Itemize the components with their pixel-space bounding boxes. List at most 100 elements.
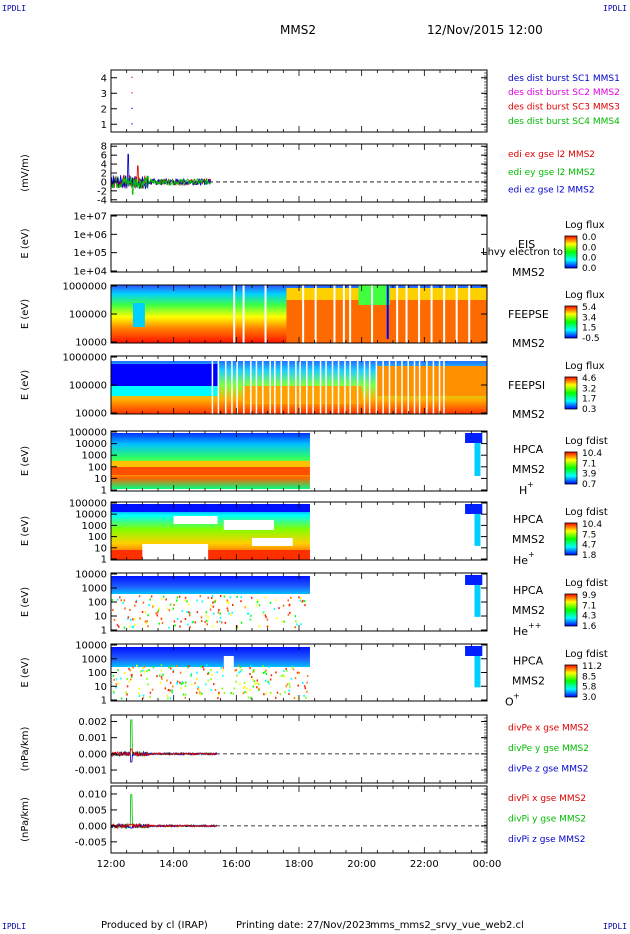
data-gap-feepsi xyxy=(262,356,264,414)
corner-label-tl: IPDLI xyxy=(2,4,27,13)
spectrogram-speckle-hpca_hepp xyxy=(165,598,167,601)
spectrogram-speckle-hpca_hepp xyxy=(213,600,216,603)
y-tick-label-eis: 1e+05 xyxy=(73,248,107,259)
spectrogram-speckle-hpca_o xyxy=(250,696,252,699)
spectrogram-speckle-hpca_hepp xyxy=(147,625,149,628)
spectrogram-speckle-hpca_hepp xyxy=(303,600,306,603)
spectrogram-late-hpca_hepp xyxy=(474,585,481,617)
spectrogram-speckle-hpca_o xyxy=(143,665,146,668)
colorbar-value-eis: 0.0 xyxy=(582,233,597,243)
spectrogram-speckle-hpca_o xyxy=(142,697,145,700)
spectrogram-speckle-hpca_o xyxy=(152,666,155,669)
spectrogram-speckle-hpca_o xyxy=(158,674,161,677)
spectrogram-speckle-hpca_hepp xyxy=(229,596,232,599)
spectrogram-speckle-hpca_o xyxy=(169,681,172,684)
y-tick-label-divpi: -0.005 xyxy=(75,837,107,848)
colorbar-title-hpca_hepp: Log fdist xyxy=(565,578,608,589)
spectrogram-speckle-hpca_hepp xyxy=(249,618,251,621)
spectrogram-speckle-hpca_o xyxy=(216,671,219,674)
spectrogram-speckle-hpca_o xyxy=(283,669,285,672)
spectrogram-speckle-hpca_o xyxy=(169,697,172,700)
spectrogram-speckle-hpca_hepp xyxy=(124,607,126,610)
data-gap-hpca_he xyxy=(223,520,274,530)
spectrogram-speckle-hpca_o xyxy=(218,691,220,694)
instrument-label-hpca_he: HPCA xyxy=(513,513,544,526)
spectrogram-speckle-hpca_o xyxy=(176,680,179,683)
spectrogram-speckle-hpca_hepp xyxy=(218,608,220,611)
spectrogram-speckle-hpca_hepp xyxy=(231,611,233,614)
spectrogram-speckle-hpca_o xyxy=(249,689,252,692)
spectrogram-speckle-hpca_hepp xyxy=(289,611,291,614)
y-tick-label-hpca_he: 100 xyxy=(88,532,107,543)
spectrogram-speckle-hpca_o xyxy=(172,670,175,673)
spectrogram-speckle-hpca_hepp xyxy=(283,620,285,623)
y-tick-label-hpca_he: 10 xyxy=(94,543,107,554)
legend-entry-burst: des dist burst SC2 MMS2 xyxy=(508,88,620,98)
data-gap-feepsi xyxy=(211,356,214,414)
species-label-hpca_he: He xyxy=(513,554,528,567)
spectrogram-speckle-hpca_o xyxy=(243,685,246,688)
colorbar-title-hpca_he: Log fdist xyxy=(565,507,608,518)
y-tick-label-hpca_o: 10 xyxy=(94,682,107,693)
spectrogram-speckle-hpca_o xyxy=(297,684,299,687)
spectrogram-speckle-hpca_hepp xyxy=(240,600,242,603)
spectrogram-speckle-hpca_o xyxy=(267,680,269,683)
spectrogram-speckle-hpca_hepp xyxy=(131,626,134,629)
spectrogram-speckle-hpca_hepp xyxy=(161,622,164,625)
spectrogram-speckle-hpca_o xyxy=(306,690,308,693)
spectrogram-speckle-hpca_hepp xyxy=(135,600,137,603)
species-label-hpca_hepp: He xyxy=(513,625,528,638)
data-gap-feepsi xyxy=(236,356,238,414)
spectrogram-speckle-hpca_o xyxy=(280,674,283,677)
instrument-label-hpca_o: HPCA xyxy=(513,655,544,668)
spectrogram-speckle-hpca_hepp xyxy=(184,596,187,599)
spectrogram-speckle-hpca_o xyxy=(257,683,260,686)
data-gap-feepse xyxy=(333,285,336,343)
y-tick-label-divpe: -0.001 xyxy=(75,766,107,777)
spectrogram-late-hpca_h xyxy=(474,443,481,476)
spectrogram-speckle-hpca_o xyxy=(297,696,299,699)
burst-point xyxy=(131,107,133,109)
spectrogram-late-hpca_he xyxy=(465,504,483,514)
spectrogram-speckle-hpca_hepp xyxy=(225,600,228,603)
spectrogram-speckle-hpca_o xyxy=(236,674,238,677)
spectrogram-speckle-hpca_hepp xyxy=(158,607,160,610)
spectrogram-speckle-hpca_hepp xyxy=(275,617,278,620)
spectrogram-speckle-hpca_hepp xyxy=(258,625,260,628)
spectrogram-speckle-hpca_o xyxy=(235,669,238,672)
spectrogram-speckle-hpca_hepp xyxy=(184,617,187,620)
spectrogram-speckle-hpca_o xyxy=(285,685,288,688)
y-axis-title-hpca_hepp: E (eV) xyxy=(20,587,31,617)
spectrogram-speckle-hpca_hepp xyxy=(205,614,208,617)
data-gap-feepse xyxy=(418,285,421,343)
data-gap-feepse xyxy=(468,285,471,343)
spectrogram-speckle-hpca_o xyxy=(205,664,208,667)
data-gap-feepsi xyxy=(337,356,340,414)
spectrogram-speckle-hpca_hepp xyxy=(212,605,215,608)
spectrogram-speckle-hpca_o xyxy=(303,694,305,697)
spectrogram-speckle-hpca_o xyxy=(258,687,260,690)
spectrogram-speckle-hpca_o xyxy=(120,697,123,700)
data-gap-feepsi xyxy=(299,356,301,414)
colorbar-hpca_o xyxy=(564,664,578,698)
spectrogram-speckle-hpca_hepp xyxy=(144,620,147,623)
data-gap-feepsi xyxy=(217,356,220,414)
spectrogram-speckle-hpca_o xyxy=(149,691,152,694)
data-gap-feepse xyxy=(264,285,267,343)
spacecraft-label-hpca_hepp: MMS2 xyxy=(512,604,545,617)
spectrogram-speckle-hpca_o xyxy=(203,668,205,671)
data-gap-hpca_he xyxy=(252,538,293,546)
spectrogram-speckle-hpca_hepp xyxy=(116,624,119,627)
charge-label-hpca_h: + xyxy=(527,480,534,489)
spectrogram-late-hpca_o xyxy=(474,656,481,688)
colorbar-value-hpca_h: 3.9 xyxy=(582,470,597,480)
spectrogram-speckle-hpca_o xyxy=(184,685,187,688)
spectrogram-speckle-hpca_o xyxy=(187,666,189,669)
spectrogram-speckle-hpca_hepp xyxy=(269,601,272,604)
spectrogram-speckle-hpca_hepp xyxy=(189,626,191,629)
spectrogram-speckle-hpca_hepp xyxy=(250,614,252,617)
spectrogram-speckle-hpca_o xyxy=(243,681,246,684)
y-tick-label-edi: -4 xyxy=(97,195,107,206)
spectrogram-speckle-hpca_hepp xyxy=(112,608,114,611)
spectrogram-speckle-hpca_hepp xyxy=(294,626,296,629)
